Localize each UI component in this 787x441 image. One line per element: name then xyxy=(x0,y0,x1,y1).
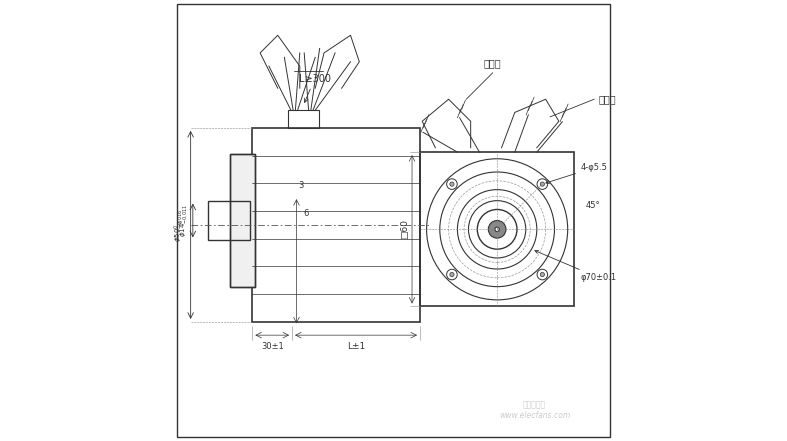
Text: $\phi$50$^0_{-0.016}$: $\phi$50$^0_{-0.016}$ xyxy=(173,208,187,242)
Circle shape xyxy=(450,182,454,186)
Text: 3: 3 xyxy=(299,181,304,190)
Circle shape xyxy=(488,220,506,238)
Circle shape xyxy=(450,273,454,277)
Text: □60: □60 xyxy=(400,219,409,239)
Text: L±1: L±1 xyxy=(347,342,365,351)
Bar xyxy=(209,201,250,240)
Circle shape xyxy=(495,227,499,232)
Circle shape xyxy=(540,273,545,277)
Bar xyxy=(231,154,254,287)
Text: $\phi$14$^0_{-0.011}$: $\phi$14$^0_{-0.011}$ xyxy=(177,204,190,237)
Text: 电机线: 电机线 xyxy=(484,58,501,68)
Text: 6: 6 xyxy=(303,209,309,218)
Bar xyxy=(288,110,319,128)
Circle shape xyxy=(540,182,545,186)
Text: 反馈线: 反馈线 xyxy=(599,94,616,104)
Text: 电子发烧友
www.elecfans.com: 电子发烧友 www.elecfans.com xyxy=(499,400,571,420)
Bar xyxy=(253,128,420,322)
Text: L≥300: L≥300 xyxy=(299,74,331,102)
Text: φ70±0.1: φ70±0.1 xyxy=(535,250,617,282)
Bar xyxy=(420,152,575,306)
Text: 45°: 45° xyxy=(586,201,600,209)
Text: 30±1: 30±1 xyxy=(260,342,283,351)
Text: 4-φ5.5: 4-φ5.5 xyxy=(546,163,608,183)
Bar xyxy=(231,154,254,287)
